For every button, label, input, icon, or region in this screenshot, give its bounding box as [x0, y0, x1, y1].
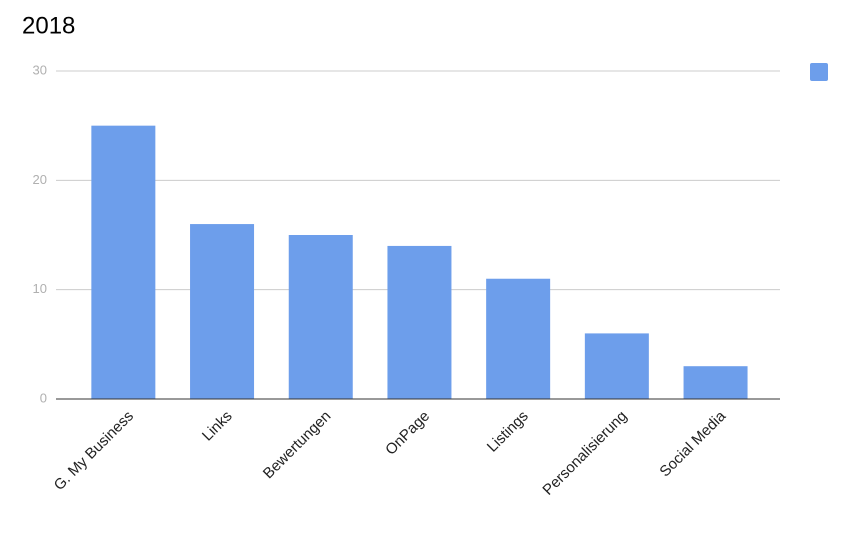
bar: [486, 278, 551, 399]
bar: [584, 333, 649, 399]
x-tick-label: Bewertungen: [260, 408, 335, 483]
bar: [190, 224, 255, 399]
bar: [387, 245, 452, 399]
x-tick-label: OnPage: [382, 408, 433, 459]
y-tick-label: 20: [33, 172, 47, 187]
y-tick-label: 10: [33, 281, 47, 296]
bar: [91, 125, 156, 400]
y-tick-label: 30: [33, 62, 47, 77]
bar: [683, 366, 748, 399]
x-tick-label: Links: [199, 408, 236, 445]
bar: [288, 235, 353, 399]
x-tick-label: Listings: [484, 408, 532, 456]
x-tick-label: Social Media: [656, 407, 729, 480]
y-tick-label: 0: [40, 390, 47, 405]
chart-title: 2018: [22, 12, 75, 39]
x-tick-label: G. My Business: [51, 408, 137, 494]
legend-swatch: [810, 63, 828, 81]
x-tick-label: Personalisierung: [539, 408, 630, 499]
